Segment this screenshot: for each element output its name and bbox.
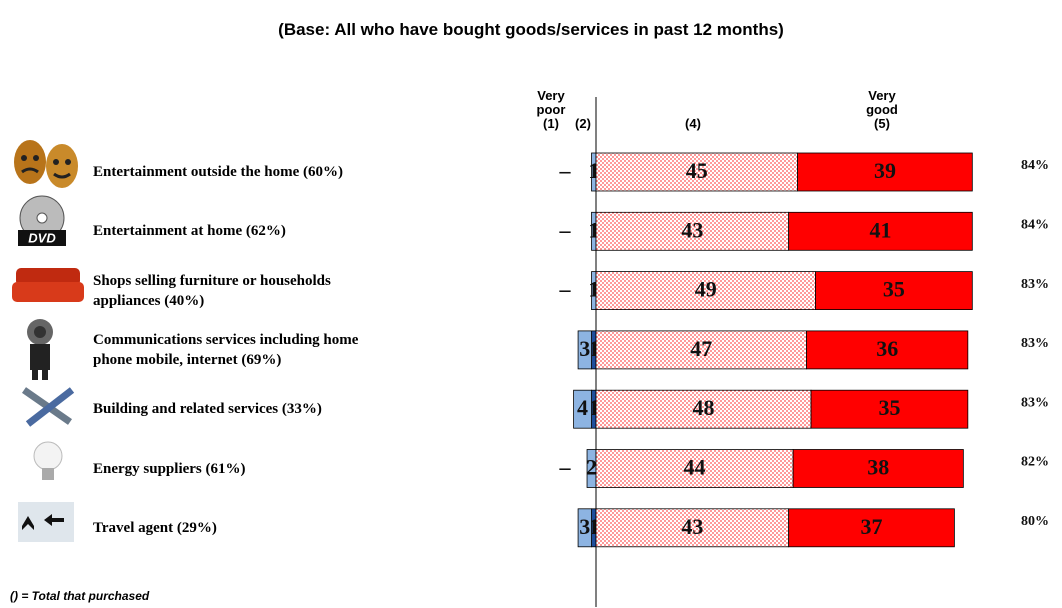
total-label: 80% bbox=[1021, 514, 1049, 529]
bar-label: 49 bbox=[695, 277, 717, 302]
bar-label: 38 bbox=[867, 455, 889, 480]
bar-label: 47 bbox=[690, 336, 712, 361]
bar-label: 37 bbox=[861, 514, 883, 539]
bar-label: 41 bbox=[869, 217, 891, 242]
bar-label: – bbox=[559, 158, 572, 183]
category-label: Building and related services (33%) bbox=[93, 399, 393, 419]
bar-label: – bbox=[559, 217, 572, 242]
category-label: Communications services including home p… bbox=[93, 330, 393, 370]
bar-label: 35 bbox=[878, 395, 900, 420]
total-label: 83% bbox=[1021, 395, 1049, 410]
category-label: Entertainment outside the home (60%) bbox=[93, 162, 393, 182]
bar-label: 44 bbox=[684, 455, 706, 480]
bar-label: 39 bbox=[874, 158, 896, 183]
category-label: Travel agent (29%) bbox=[93, 518, 393, 538]
total-label: 82% bbox=[1021, 455, 1049, 470]
bar-label: 3 bbox=[579, 336, 590, 361]
bar-label: 36 bbox=[876, 336, 898, 361]
total-label: 83% bbox=[1021, 336, 1049, 351]
series-header: Very good (5) bbox=[860, 89, 904, 131]
bar-label: 43 bbox=[681, 514, 703, 539]
total-label: 83% bbox=[1021, 277, 1049, 292]
bar-label: 35 bbox=[883, 277, 905, 302]
bar-label: – bbox=[559, 455, 572, 480]
bar-label: 4 bbox=[577, 395, 588, 420]
bar-label: 2 bbox=[586, 455, 597, 480]
total-label: 84% bbox=[1021, 158, 1049, 173]
bar-label: 43 bbox=[681, 217, 703, 242]
chart: (Base: All who have bought goods/service… bbox=[0, 0, 1062, 608]
page: {"chart_data": {"type": "diverging-bar",… bbox=[0, 0, 1062, 608]
category-label: Energy suppliers (61%) bbox=[93, 459, 393, 479]
bar-label: 45 bbox=[686, 158, 708, 183]
total-label: 84% bbox=[1021, 218, 1049, 233]
series-header: (2) bbox=[561, 117, 605, 131]
bar-label: – bbox=[559, 277, 572, 302]
category-label: Shops selling furniture or households ap… bbox=[93, 271, 393, 311]
category-label: Entertainment at home (62%) bbox=[93, 221, 393, 241]
series-header: (4) bbox=[671, 117, 715, 131]
bar-label: 48 bbox=[693, 395, 715, 420]
bar-label: 3 bbox=[579, 514, 590, 539]
